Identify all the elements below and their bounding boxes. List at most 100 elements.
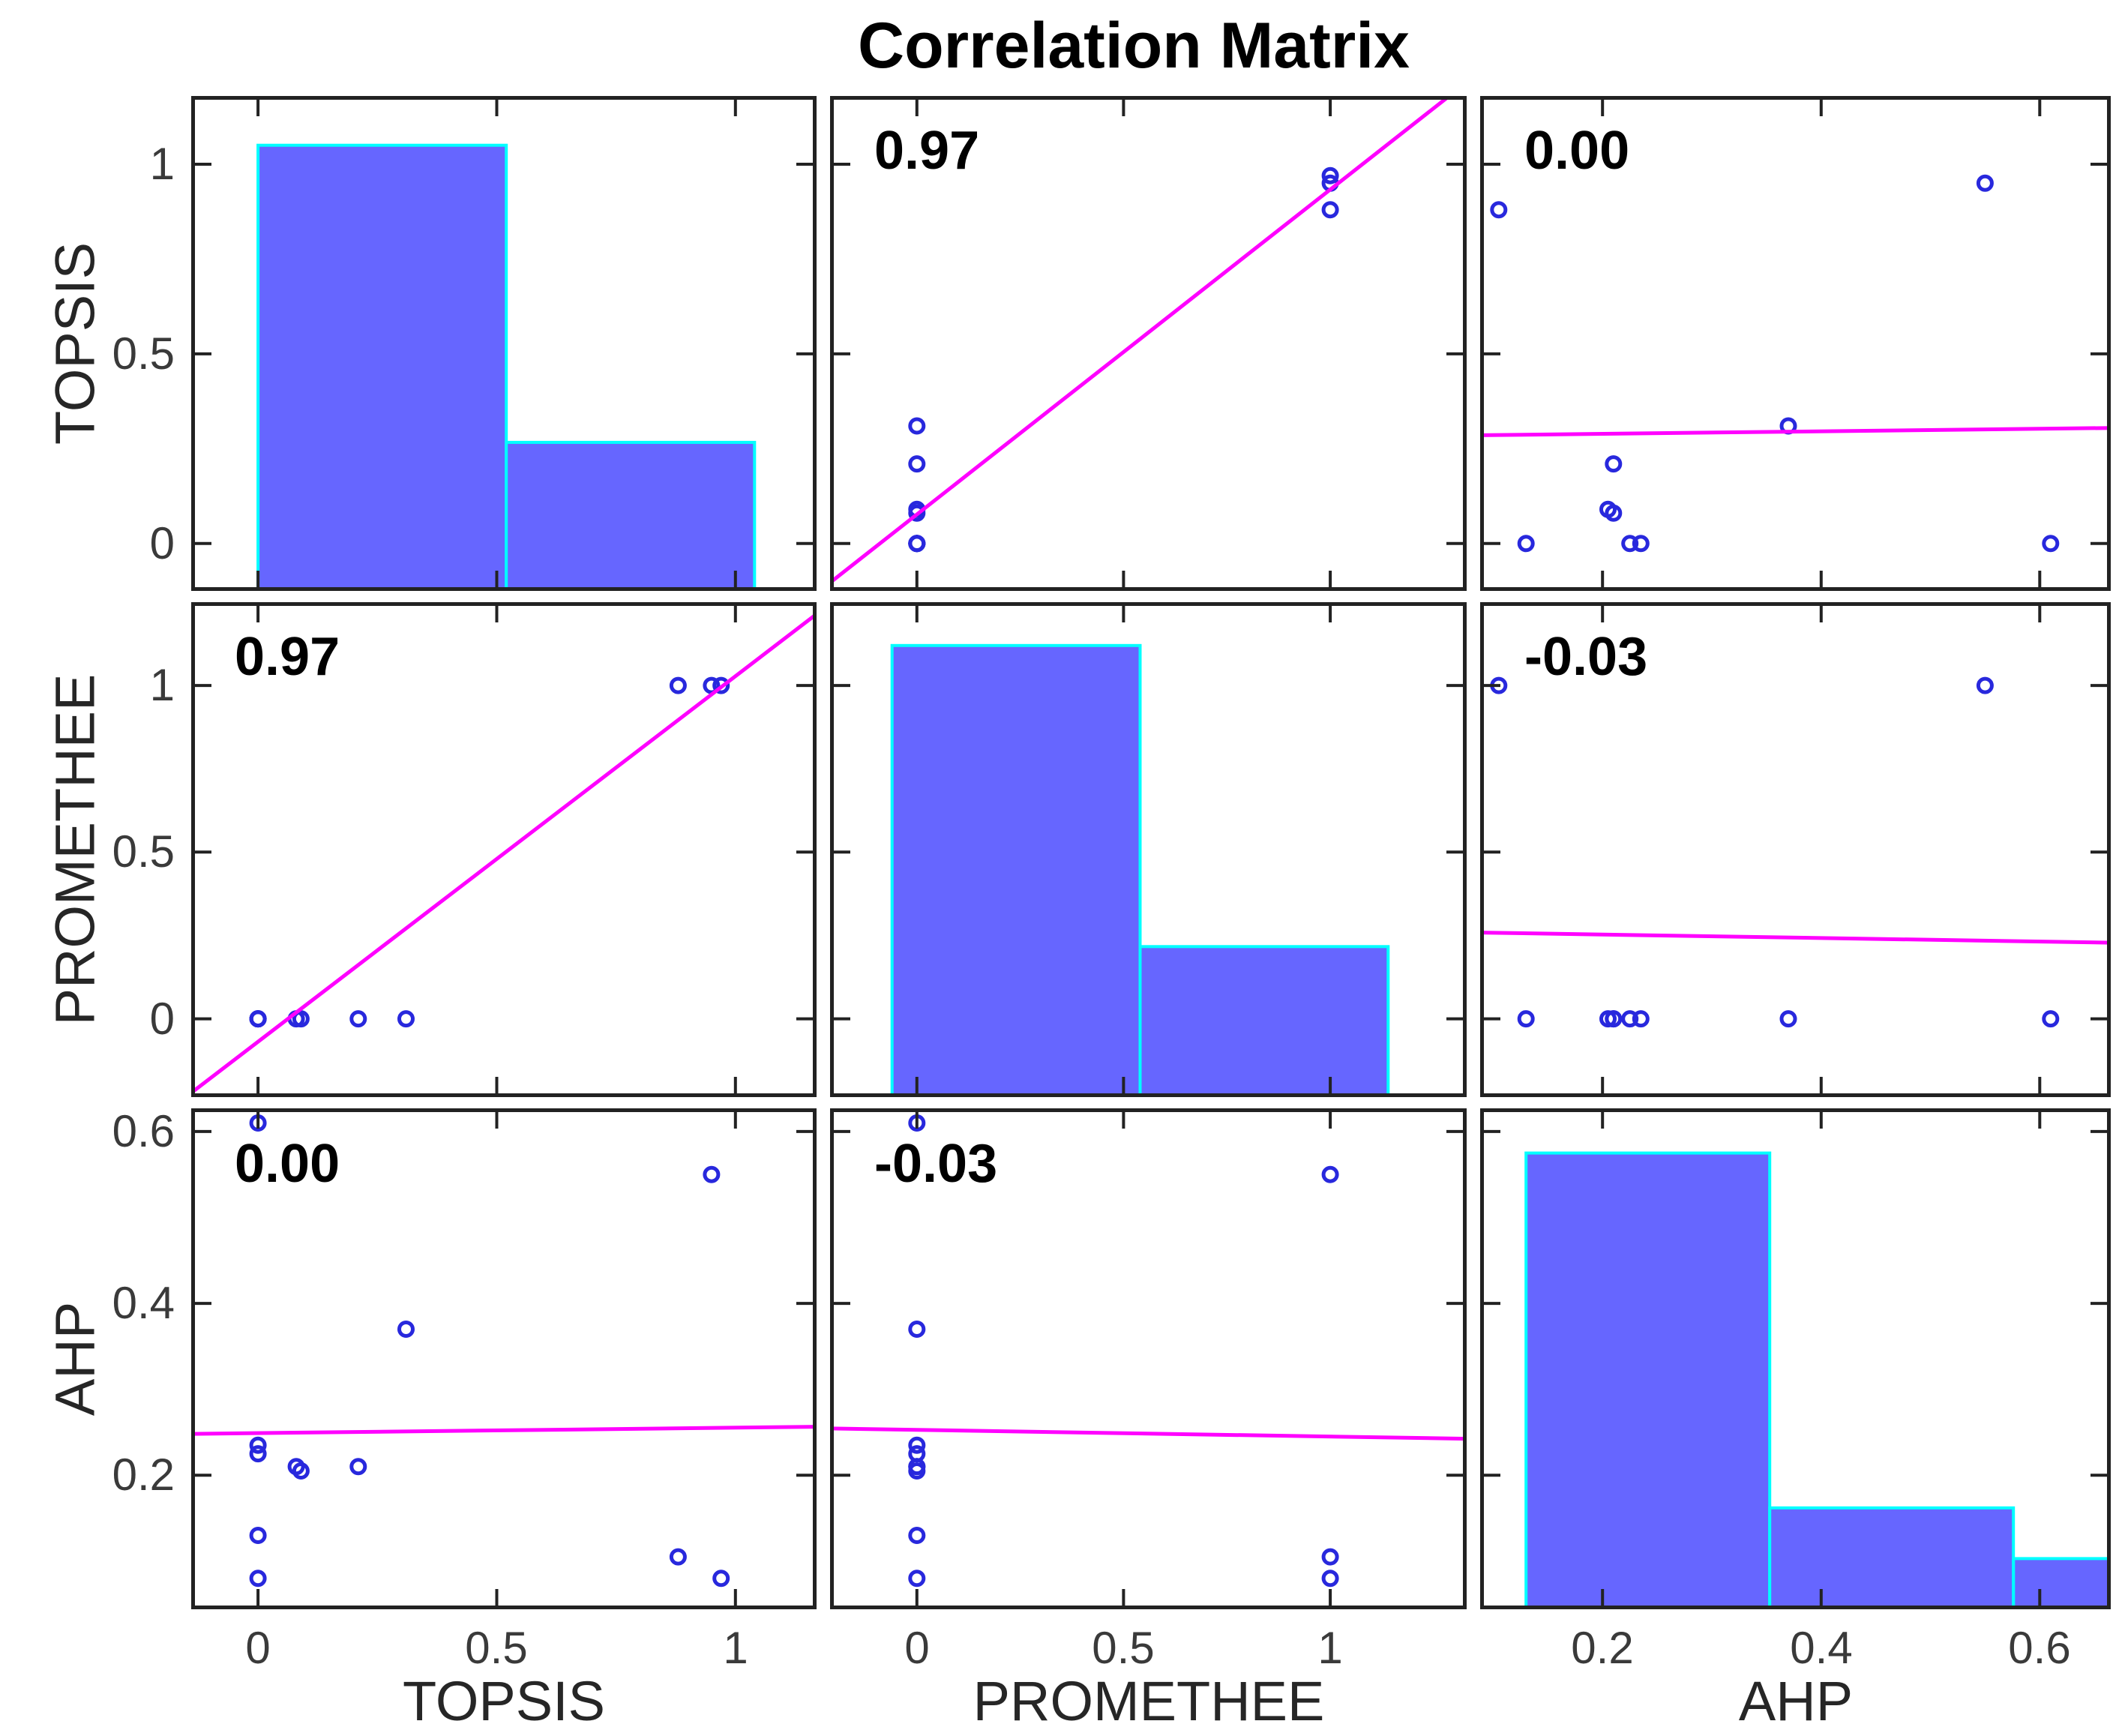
scatter-point [908, 1321, 926, 1338]
y-tick-label-AHP-0.2: 0.2 [112, 1450, 175, 1500]
scatter-point [1321, 1165, 1339, 1183]
scatter-point [908, 1527, 926, 1544]
scatter-point [1605, 455, 1623, 473]
x-tick-label-PROMETHEE-0: 0 [904, 1623, 930, 1673]
panel-border [1480, 602, 2111, 1097]
x-tick-label-AHP-0.4: 0.4 [1790, 1623, 1853, 1673]
fit-line [830, 1426, 1467, 1441]
panel-canvas: 0.97 [191, 602, 817, 1097]
panel-canvas: -0.03 [830, 1108, 1467, 1609]
scatter-point [349, 1010, 367, 1028]
x-axis-label-AHP: AHP [1738, 1670, 1854, 1732]
fit-line [830, 96, 1452, 584]
correlation-value: 0.00 [235, 1134, 340, 1194]
fit-line [191, 1425, 817, 1436]
scatter-point [1621, 535, 1639, 553]
histogram-bar [505, 440, 757, 591]
scatter-point [1321, 166, 1339, 184]
histogram-bar [1524, 1151, 1772, 1609]
panel-canvas [830, 602, 1467, 1097]
correlation-value: 0.97 [235, 627, 340, 687]
panel-canvas: 0.97 [830, 96, 1467, 591]
panel-border [1480, 1108, 2111, 1609]
panel-scatter-TOPSIS-vs-AHP: 0.00 [191, 1108, 817, 1609]
panel-scatter-PROMETHEE-vs-TOPSIS: 0.97 [830, 96, 1467, 591]
panel-border [191, 1108, 817, 1609]
panel-scatter-PROMETHEE-vs-AHP: -0.03 [830, 1108, 1467, 1609]
panel-border [191, 96, 817, 591]
scatter-point [908, 1436, 926, 1454]
panel-histogram-AHP [1480, 1108, 2111, 1609]
scatter-point [1779, 1010, 1797, 1028]
y-tick-label-AHP-0.4: 0.4 [112, 1278, 175, 1328]
x-tick-label-PROMETHEE-1: 1 [1317, 1623, 1343, 1673]
scatter-point [908, 455, 926, 473]
histogram-bar [1138, 945, 1390, 1097]
x-axis-label-TOPSIS: TOPSIS [402, 1670, 606, 1732]
scatter-point [1605, 1010, 1623, 1028]
chart-title: Correlation Matrix [858, 10, 1410, 82]
scatter-point [2042, 535, 2060, 553]
panel-scatter-AHP-vs-TOPSIS: 0.00 [1480, 96, 2111, 591]
scatter-point [908, 1570, 926, 1588]
panel-canvas: 0.00 [191, 1108, 817, 1609]
scatter-point [1599, 500, 1617, 518]
scatter-point [1599, 1010, 1617, 1028]
y-tick-label-TOPSIS-0: 0 [149, 518, 175, 568]
scatter-point [1517, 1010, 1535, 1028]
scatter-point [249, 1527, 267, 1544]
scatter-point [397, 1010, 415, 1028]
x-tick-label-AHP-0.2: 0.2 [1571, 1623, 1634, 1673]
scatter-point [712, 1570, 730, 1588]
correlation-value: 0.97 [874, 121, 979, 181]
y-tick-label-PROMETHEE-1: 1 [149, 660, 175, 710]
y-tick-label-PROMETHEE-0.5: 0.5 [112, 826, 175, 877]
panel-canvas: -0.03 [1480, 602, 2111, 1097]
scatter-point [908, 417, 926, 435]
fit-line [1480, 426, 2111, 437]
scatter-point [908, 535, 926, 553]
scatter-point [397, 1321, 415, 1338]
panel-histogram-TOPSIS [191, 96, 817, 591]
y-axis-label-PROMETHEE: PROMETHEE [43, 673, 106, 1026]
histogram-bar [256, 143, 508, 591]
x-tick-label-AHP-0.6: 0.6 [2008, 1623, 2071, 1673]
panel-border [830, 602, 1467, 1097]
histogram-bar [890, 643, 1142, 1097]
scatter-point [1321, 201, 1339, 219]
scatter-point [1321, 1570, 1339, 1588]
panel-scatter-AHP-vs-PROMETHEE: -0.03 [1480, 602, 2111, 1097]
scatter-point [712, 676, 730, 694]
scatter-point [1632, 1010, 1650, 1028]
x-tick-label-PROMETHEE-0.5: 0.5 [1092, 1623, 1155, 1673]
y-tick-label-AHP-0.6: 0.6 [112, 1106, 175, 1156]
x-tick-label-TOPSIS-0.5: 0.5 [465, 1623, 528, 1673]
panel-canvas [191, 96, 817, 591]
y-axis-label-TOPSIS: TOPSIS [43, 241, 106, 445]
scatter-point [1976, 676, 1994, 694]
x-tick-label-TOPSIS-1: 1 [723, 1623, 748, 1673]
scatter-point [669, 1548, 687, 1566]
x-axis-label-PROMETHEE: PROMETHEE [973, 1670, 1325, 1732]
scatter-point [1321, 1548, 1339, 1566]
scatter-point [1517, 535, 1535, 553]
panel-canvas [1480, 1108, 2111, 1609]
x-tick-label-TOPSIS-0: 0 [245, 1623, 271, 1673]
fit-line [1480, 931, 2111, 945]
panel-border [1480, 96, 2111, 591]
correlation-value: -0.03 [874, 1134, 997, 1194]
histogram-bar [1768, 1506, 2016, 1609]
scatter-point [1490, 201, 1508, 219]
scatter-point [1632, 535, 1650, 553]
y-axis-label-AHP: AHP [43, 1301, 106, 1417]
histogram-bar [2012, 1557, 2111, 1609]
scatter-point [292, 1010, 310, 1028]
scatter-point [349, 1458, 367, 1476]
scatter-point [1621, 1010, 1639, 1028]
panel-border [191, 602, 817, 1097]
scatter-point [669, 676, 687, 694]
panel-scatter-TOPSIS-vs-PROMETHEE: 0.97 [191, 602, 817, 1097]
scatter-point [703, 1165, 721, 1183]
